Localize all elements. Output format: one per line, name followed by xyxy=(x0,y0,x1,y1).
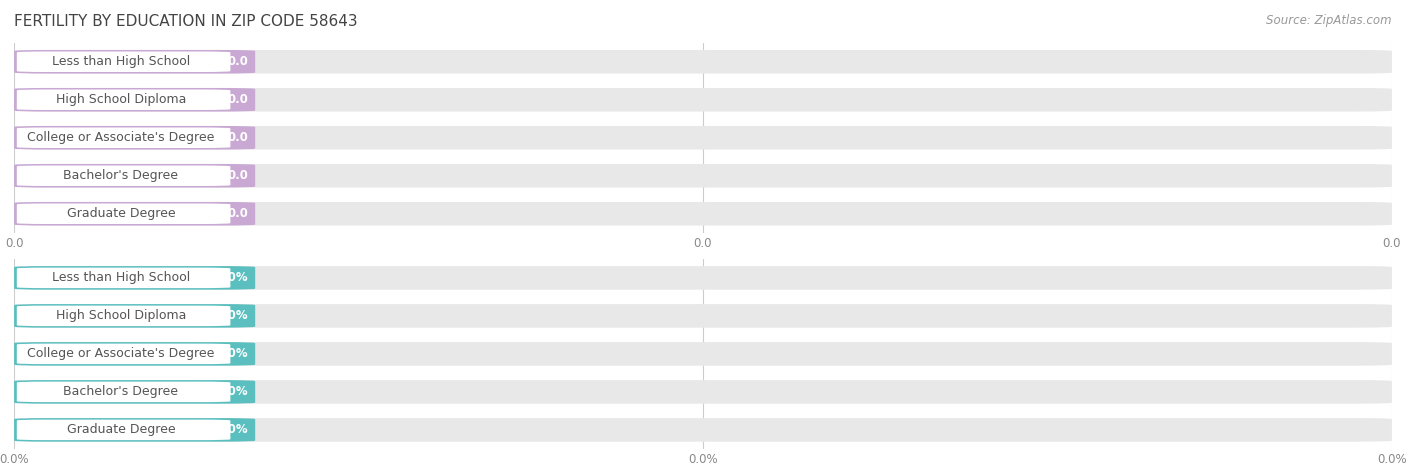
FancyBboxPatch shape xyxy=(17,89,231,110)
FancyBboxPatch shape xyxy=(14,202,1392,226)
Text: 0.0: 0.0 xyxy=(228,93,249,106)
FancyBboxPatch shape xyxy=(17,381,231,402)
FancyBboxPatch shape xyxy=(14,342,1392,366)
FancyBboxPatch shape xyxy=(14,304,1392,328)
FancyBboxPatch shape xyxy=(17,343,231,364)
FancyBboxPatch shape xyxy=(14,380,1392,404)
Text: Source: ZipAtlas.com: Source: ZipAtlas.com xyxy=(1267,14,1392,27)
FancyBboxPatch shape xyxy=(14,126,256,150)
Text: 0.0%: 0.0% xyxy=(215,347,249,361)
FancyBboxPatch shape xyxy=(14,418,1392,442)
FancyBboxPatch shape xyxy=(14,50,1392,74)
Text: 0.0: 0.0 xyxy=(228,207,249,220)
FancyBboxPatch shape xyxy=(14,266,256,290)
Text: Bachelor's Degree: Bachelor's Degree xyxy=(63,385,179,399)
Text: Bachelor's Degree: Bachelor's Degree xyxy=(63,169,179,182)
FancyBboxPatch shape xyxy=(17,305,231,326)
Text: High School Diploma: High School Diploma xyxy=(56,93,186,106)
Text: College or Associate's Degree: College or Associate's Degree xyxy=(27,347,215,361)
Text: 0.0%: 0.0% xyxy=(215,423,249,437)
FancyBboxPatch shape xyxy=(14,304,256,328)
FancyBboxPatch shape xyxy=(14,88,256,112)
FancyBboxPatch shape xyxy=(17,165,231,186)
FancyBboxPatch shape xyxy=(17,51,231,72)
Text: College or Associate's Degree: College or Associate's Degree xyxy=(27,131,215,144)
FancyBboxPatch shape xyxy=(17,267,231,288)
FancyBboxPatch shape xyxy=(14,164,256,188)
Text: FERTILITY BY EDUCATION IN ZIP CODE 58643: FERTILITY BY EDUCATION IN ZIP CODE 58643 xyxy=(14,14,357,29)
Text: 0.0%: 0.0% xyxy=(215,309,249,323)
Text: 0.0: 0.0 xyxy=(228,55,249,68)
Text: 0.0%: 0.0% xyxy=(215,385,249,399)
FancyBboxPatch shape xyxy=(14,342,256,366)
Text: 0.0: 0.0 xyxy=(228,169,249,182)
FancyBboxPatch shape xyxy=(14,50,256,74)
Text: Graduate Degree: Graduate Degree xyxy=(66,207,176,220)
FancyBboxPatch shape xyxy=(14,202,256,226)
Text: High School Diploma: High School Diploma xyxy=(56,309,186,323)
FancyBboxPatch shape xyxy=(17,127,231,148)
FancyBboxPatch shape xyxy=(17,419,231,440)
Text: Less than High School: Less than High School xyxy=(52,55,190,68)
FancyBboxPatch shape xyxy=(14,418,256,442)
Text: 0.0: 0.0 xyxy=(228,131,249,144)
Text: Less than High School: Less than High School xyxy=(52,271,190,285)
FancyBboxPatch shape xyxy=(14,266,1392,290)
FancyBboxPatch shape xyxy=(17,203,231,224)
Text: 0.0%: 0.0% xyxy=(215,271,249,285)
FancyBboxPatch shape xyxy=(14,164,1392,188)
FancyBboxPatch shape xyxy=(14,88,1392,112)
FancyBboxPatch shape xyxy=(14,380,256,404)
Text: Graduate Degree: Graduate Degree xyxy=(66,423,176,437)
FancyBboxPatch shape xyxy=(14,126,1392,150)
